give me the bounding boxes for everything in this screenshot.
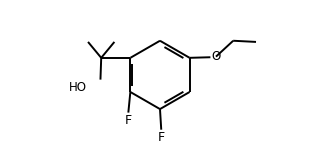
Text: O: O <box>212 50 221 63</box>
Text: F: F <box>125 114 132 127</box>
Text: F: F <box>158 131 165 144</box>
Text: HO: HO <box>69 81 87 94</box>
